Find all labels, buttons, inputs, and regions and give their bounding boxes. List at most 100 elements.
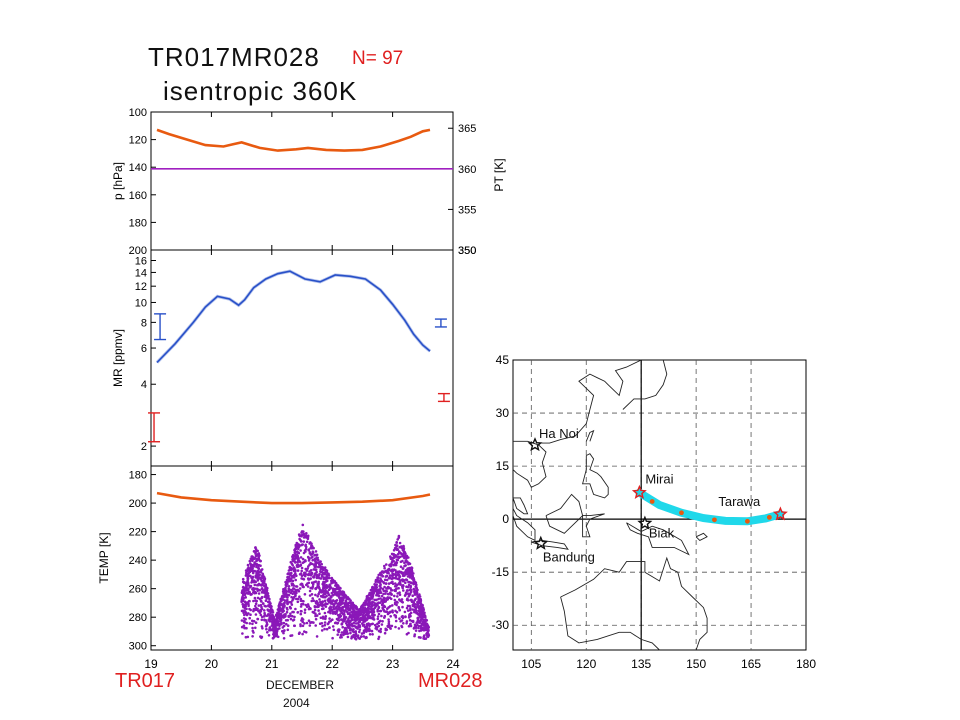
scatter-point	[266, 631, 269, 634]
scatter-point	[400, 619, 404, 622]
scatter-point	[311, 558, 315, 562]
scatter-point	[399, 583, 402, 586]
scatter-point	[266, 586, 269, 590]
scatter-point	[257, 604, 261, 607]
scatter-point	[306, 573, 310, 576]
sample-count: N= 97	[352, 48, 404, 69]
pt-y-right-tick-label: 360	[458, 164, 476, 176]
scatter-point	[405, 632, 409, 636]
scatter-point	[377, 612, 381, 616]
scatter-point	[255, 557, 259, 561]
scatter-point	[254, 626, 257, 630]
scatter-point	[296, 611, 300, 614]
scatter-point	[343, 629, 346, 632]
scatter-point	[352, 608, 356, 612]
map-x-tick-label: 105	[521, 657, 541, 671]
scatter-point	[414, 624, 418, 628]
scatter-point	[271, 622, 274, 625]
scatter-point	[398, 570, 401, 573]
scatter-point	[248, 616, 251, 620]
scatter-point	[246, 577, 250, 581]
scatter-point	[306, 555, 310, 559]
scatter-point	[302, 540, 306, 543]
map-trajectory-marker	[712, 517, 717, 523]
scatter-point	[399, 565, 403, 568]
scatter-point	[314, 568, 318, 572]
scatter-point	[339, 633, 343, 637]
temp-y-tick-label: 240	[129, 555, 147, 567]
scatter-point	[260, 615, 264, 619]
scatter-point	[307, 619, 311, 622]
map-coastline	[585, 429, 595, 442]
scatter-point	[380, 623, 384, 626]
scatter-point	[315, 605, 319, 609]
scatter-point	[286, 582, 289, 586]
scatter-point	[416, 595, 419, 599]
scatter-point	[419, 614, 423, 618]
scatter-point	[409, 623, 412, 626]
map-y-tick-label: 0	[502, 512, 509, 526]
scatter-point	[411, 608, 415, 611]
scatter-point	[344, 609, 347, 612]
map-x-tick-label: 165	[741, 657, 761, 671]
scatter-point	[260, 618, 264, 622]
scatter-point	[354, 622, 358, 625]
scatter-point	[260, 568, 263, 572]
scatter-point	[396, 595, 399, 598]
scatter-point	[243, 626, 247, 630]
scatter-point	[241, 595, 244, 598]
scatter-point	[267, 614, 270, 617]
scatter-point	[263, 609, 266, 612]
scatter-point	[408, 573, 412, 576]
scatter-point	[383, 631, 387, 635]
scatter-point	[307, 578, 310, 581]
station-label-bandung: Bandung	[543, 550, 595, 565]
scatter-point	[292, 618, 296, 621]
scatter-point	[253, 583, 257, 587]
scatter-point	[395, 558, 399, 561]
scatter-point	[352, 630, 356, 634]
scatter-point	[391, 609, 394, 612]
scatter-point	[257, 583, 261, 586]
scatter-point	[332, 604, 336, 608]
scatter-point	[289, 577, 293, 580]
scatter-point	[365, 597, 369, 601]
scatter-point	[343, 619, 347, 623]
scatter-point	[293, 560, 297, 564]
pt-axis-title: PT [K]	[492, 158, 506, 191]
scatter-point	[310, 571, 314, 575]
scatter-point	[325, 585, 328, 589]
scatter-point	[285, 610, 289, 614]
scatter-point	[376, 615, 380, 618]
scatter-point	[418, 607, 422, 611]
scatter-point	[362, 607, 365, 610]
scatter-point	[403, 610, 407, 614]
scatter-point	[285, 606, 289, 610]
scatter-point	[271, 636, 275, 640]
scatter-point	[319, 560, 322, 563]
scatter-point	[354, 610, 358, 614]
scatter-point	[325, 627, 329, 631]
scatter-point	[412, 587, 416, 591]
scatter-point	[296, 563, 300, 566]
scatter-point	[404, 552, 407, 555]
scatter-point	[249, 574, 252, 578]
station-label-tarawa: Tarawa	[718, 494, 761, 509]
scatter-point	[382, 589, 386, 592]
temp-axis-title: TEMP [K]	[97, 532, 111, 583]
scatter-point	[377, 597, 380, 601]
scatter-point	[361, 604, 364, 608]
mr-y-tick-label: 8	[141, 317, 147, 329]
scatter-point	[306, 535, 310, 539]
scatter-point	[296, 597, 300, 601]
scatter-point	[295, 574, 298, 577]
map-y-tick-label: -30	[492, 618, 510, 632]
scatter-point	[382, 608, 385, 612]
scatter-point	[263, 579, 266, 583]
scatter-point	[384, 597, 388, 600]
scatter-point	[382, 604, 386, 608]
scatter-point	[350, 618, 354, 622]
scatter-point	[317, 582, 320, 585]
scatter-point	[292, 587, 295, 590]
scatter-point	[258, 589, 262, 592]
